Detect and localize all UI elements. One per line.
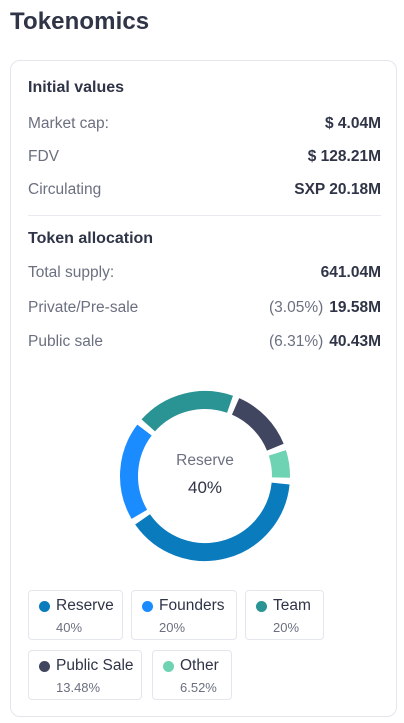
allocation-donut-chart[interactable]: Reserve 40% [115,386,295,566]
legend-share: 6.52% [180,680,217,695]
total-supply-value: 641.04M [315,264,381,282]
fdv-value: $ 128.21M [307,148,381,165]
fdv-row: FDV $ 128.21M [28,148,381,170]
donut-slice-other[interactable] [268,450,290,478]
market-cap-row: Market cap: $ 4.04M [28,115,381,137]
private-presale-amount: 19.58M [329,299,381,316]
donut-slice-reserve[interactable] [135,482,290,561]
market-cap-label: Market cap: [28,115,109,132]
legend-name: Team [273,597,311,614]
legend-share: 20% [273,620,300,635]
donut-slice-team[interactable] [141,391,233,432]
circulating-row: Circulating SXP 20.18M [28,181,381,203]
private-presale-pct: (3.05%) [269,299,324,316]
legend-name: Other [180,657,219,674]
public-sale-label: Public sale [28,333,103,350]
donut-svg [120,391,290,561]
team-color-dot [256,601,267,612]
public-sale-row: Public sale (6.31%) 40.43M [28,333,381,355]
token-allocation-heading: Token allocation [28,230,154,247]
legend-share: 40% [56,620,83,635]
legend-share: 20% [159,620,186,635]
legend-name: Founders [159,597,225,614]
private-presale-label: Private/Pre-sale [28,299,139,316]
fdv-label: FDV [28,148,59,165]
market-cap-value: $ 4.04M [324,115,381,132]
founders-color-dot [142,601,153,612]
circulating-value: SXP 20.18M [294,181,381,198]
legend-name: Public Sale [56,657,134,674]
other-color-dot [163,661,174,672]
legend-item-other[interactable]: Other 6.52% [152,650,232,700]
circulating-label: Circulating [28,181,102,198]
section-divider [28,215,381,216]
legend-item-public-sale[interactable]: Public Sale 13.48% [28,650,142,700]
public-sale-pct: (6.31%) [269,333,324,350]
donut-center-label: Reserve [176,452,234,469]
legend-item-team[interactable]: Team 20% [245,590,324,640]
public-sale-color-dot [39,661,50,672]
public-sale-value: (6.31%) 40.43M [269,333,381,351]
legend-item-reserve[interactable]: Reserve 40% [28,590,123,640]
total-supply-amount: 641.04M [320,264,381,281]
reserve-color-dot [39,601,50,612]
total-supply-label: Total supply: [28,264,115,281]
donut-center-value: 40% [187,478,223,497]
public-sale-amount: 40.43M [329,333,381,350]
legend-item-founders[interactable]: Founders 20% [131,590,237,640]
private-presale-row: Private/Pre-sale (3.05%) 19.58M [28,299,381,321]
tokenomics-card: Initial values Market cap: $ 4.04M FDV $… [10,60,397,717]
total-supply-row: Total supply: 641.04M [28,264,381,286]
initial-values-heading: Initial values [28,79,125,96]
legend-share: 13.48% [56,680,101,695]
private-presale-value: (3.05%) 19.58M [269,299,381,317]
donut-slice-founders[interactable] [120,424,152,519]
page-title: Tokenomics [10,8,150,35]
donut-slice-public-sale[interactable] [231,398,284,451]
legend-name: Reserve [56,597,114,614]
